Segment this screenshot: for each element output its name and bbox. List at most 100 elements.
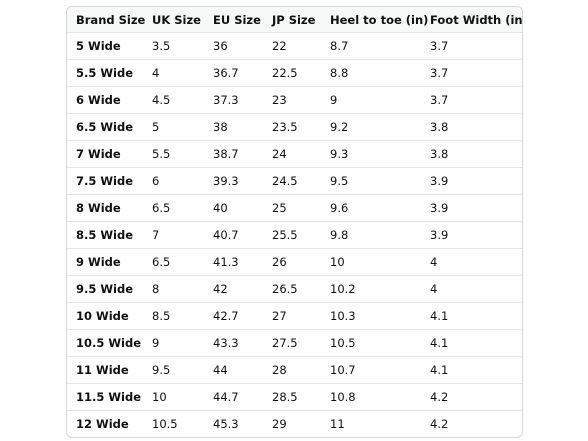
table-cell: 43.3 [204, 329, 263, 357]
table-cell: 4.2 [421, 410, 522, 437]
table-cell: 3.9 [421, 194, 522, 222]
table-cell: 4 [421, 248, 522, 276]
table-cell: 3.8 [421, 140, 522, 168]
table-cell: 12 Wide [67, 410, 143, 437]
table-cell: 10.8 [321, 383, 421, 411]
table-cell: 27 [263, 302, 321, 330]
table-cell: 5.5 Wide [67, 59, 143, 87]
table-cell: 3.7 [421, 32, 522, 60]
table-row: 8.5 Wide 7 40.7 25.5 9.8 3.9 [67, 221, 522, 249]
size-table: Brand Size UK Size EU Size JP Size Heel to t… [67, 7, 522, 437]
table-cell: 8.5 Wide [67, 221, 143, 249]
size-table-card: Brand Size UK Size EU Size JP Size Heel to t… [66, 6, 523, 438]
table-cell: 28.5 [263, 383, 321, 411]
table-cell: 28 [263, 356, 321, 384]
table-row: 5.5 Wide 4 36.7 22.5 8.8 3.7 [67, 59, 522, 87]
table-cell: 38 [204, 113, 263, 141]
table-cell: 5 [143, 113, 204, 141]
table-cell: 24.5 [263, 167, 321, 195]
table-row: 11.5 Wide 10 44.7 28.5 10.8 4.2 [67, 383, 522, 411]
table-cell: 24 [263, 140, 321, 168]
table-cell: 7 Wide [67, 140, 143, 168]
table-row: 10 Wide 8.5 42.7 27 10.3 4.1 [67, 302, 522, 330]
table-cell: 23 [263, 86, 321, 114]
table-cell: 22.5 [263, 59, 321, 87]
table-cell: 8.8 [321, 59, 421, 87]
table-cell: 44 [204, 356, 263, 384]
table-cell: 10.5 [321, 329, 421, 357]
table-cell: 36 [204, 32, 263, 60]
table-cell: 29 [263, 410, 321, 437]
header-cell: UK Size [143, 7, 204, 33]
table-cell: 6.5 [143, 194, 204, 222]
table-cell: 4.1 [421, 329, 522, 357]
table-cell: 10.7 [321, 356, 421, 384]
table-cell: 11 Wide [67, 356, 143, 384]
table-row: 6 Wide 4.5 37.3 23 9 3.7 [67, 86, 522, 114]
table-row: 5 Wide 3.5 36 22 8.7 3.7 [67, 32, 522, 60]
table-cell: 10 [321, 248, 421, 276]
table-cell: 11 [321, 410, 421, 437]
table-cell: 38.7 [204, 140, 263, 168]
table-cell: 22 [263, 32, 321, 60]
table-row: 9.5 Wide 8 42 26.5 10.2 4 [67, 275, 522, 303]
table-row: 12 Wide 10.5 45.3 29 11 4.2 [67, 410, 522, 437]
table-cell: 4 [143, 59, 204, 87]
header-cell: EU Size [204, 7, 263, 33]
table-cell: 3.9 [421, 221, 522, 249]
table-cell: 26 [263, 248, 321, 276]
table-row: 8 Wide 6.5 40 25 9.6 3.9 [67, 194, 522, 222]
table-cell: 4.1 [421, 356, 522, 384]
table-cell: 6 Wide [67, 86, 143, 114]
table-cell: 9 [321, 86, 421, 114]
table-row: 11 Wide 9.5 44 28 10.7 4.1 [67, 356, 522, 384]
table-cell: 9 [143, 329, 204, 357]
table-cell: 27.5 [263, 329, 321, 357]
table-cell: 41.3 [204, 248, 263, 276]
table-cell: 9.2 [321, 113, 421, 141]
header-cell: Brand Size [67, 7, 145, 33]
table-cell: 37.3 [204, 86, 263, 114]
table-cell: 9.6 [321, 194, 421, 222]
table-cell: 4 [421, 275, 522, 303]
table-cell: 9.5 Wide [67, 275, 143, 303]
table-row: 7 Wide 5.5 38.7 24 9.3 3.8 [67, 140, 522, 168]
table-cell: 10.3 [321, 302, 421, 330]
header-cell: Heel to toe (in) [321, 7, 428, 33]
table-header: Brand Size UK Size EU Size JP Size Heel to t… [67, 7, 522, 33]
table-cell: 8 [143, 275, 204, 303]
table-cell: 3.7 [421, 59, 522, 87]
table-cell: 5 Wide [67, 32, 143, 60]
table-cell: 42 [204, 275, 263, 303]
table-cell: 40 [204, 194, 263, 222]
table-cell: 9.5 [321, 167, 421, 195]
table-cell: 6 [143, 167, 204, 195]
table-cell: 3.5 [143, 32, 204, 60]
table-cell: 42.7 [204, 302, 263, 330]
table-cell: 4.1 [421, 302, 522, 330]
table-cell: 3.7 [421, 86, 522, 114]
table-cell: 39.3 [204, 167, 263, 195]
table-cell: 10 Wide [67, 302, 143, 330]
table-cell: 7.5 Wide [67, 167, 143, 195]
table-cell: 8.5 [143, 302, 204, 330]
table-cell: 26.5 [263, 275, 321, 303]
table-cell: 36.7 [204, 59, 263, 87]
header-row: Brand Size UK Size EU Size JP Size Heel to t… [67, 7, 522, 33]
table-cell: 3.8 [421, 113, 522, 141]
header-cell: JP Size [263, 7, 321, 33]
table-cell: 25.5 [263, 221, 321, 249]
table-cell: 5.5 [143, 140, 204, 168]
table-body: 5 Wide 3.5 36 22 8.7 3.7 5.5 Wide 4 36.7 22.5 8.8 3… [67, 32, 522, 437]
table-cell: 23.5 [263, 113, 321, 141]
table-cell: 10.2 [321, 275, 421, 303]
table-cell: 6.5 [143, 248, 204, 276]
table-row: 6.5 Wide 5 38 23.5 9.2 3.8 [67, 113, 522, 141]
table-cell: 40.7 [204, 221, 263, 249]
table-cell: 9.8 [321, 221, 421, 249]
table-cell: 7 [143, 221, 204, 249]
table-cell: 9 Wide [67, 248, 143, 276]
table-cell: 8 Wide [67, 194, 143, 222]
table-cell: 3.9 [421, 167, 522, 195]
